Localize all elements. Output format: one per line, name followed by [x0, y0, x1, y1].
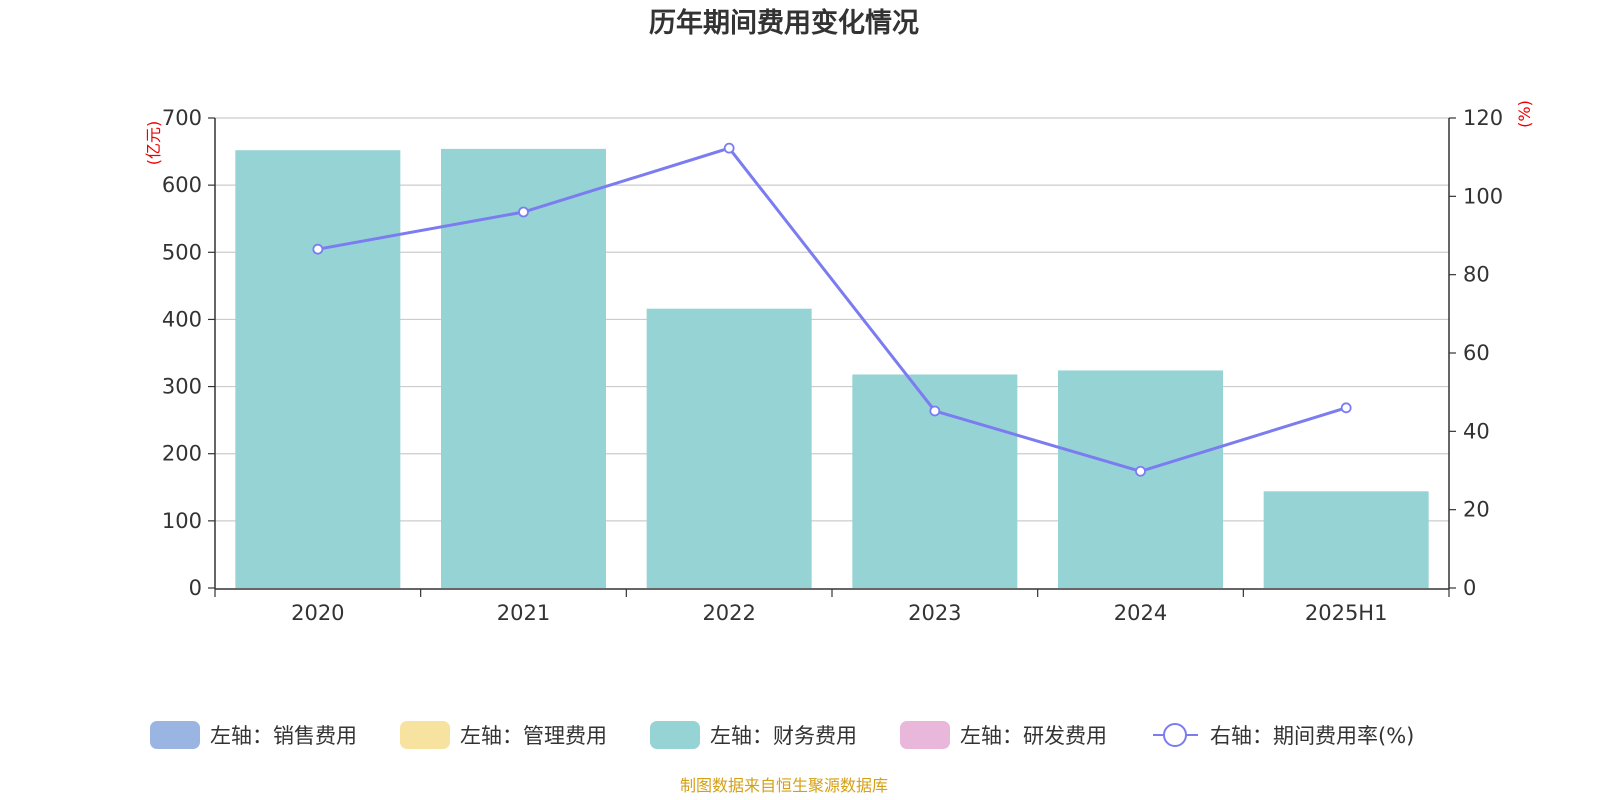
source-note: 制图数据来自恒生聚源数据库 — [680, 776, 888, 795]
legend-label[interactable]: 左轴：财务费用 — [710, 724, 857, 748]
right-axis-unit: (%) — [1515, 100, 1534, 128]
legend-swatch[interactable] — [150, 721, 200, 749]
right-axis-tick-label: 100 — [1463, 184, 1503, 208]
legend-marker-icon[interactable] — [1163, 723, 1187, 747]
chart-title: 历年期间费用变化情况 — [649, 7, 919, 39]
legend-swatch[interactable] — [900, 721, 950, 749]
rate-line — [317, 146, 1347, 473]
x-axis-tick-label: 2020 — [291, 601, 344, 625]
legend-swatch[interactable] — [400, 721, 450, 749]
bar-series — [235, 148, 1429, 588]
rate-point-2025H1 — [1340, 402, 1352, 414]
rate-point-2021 — [518, 206, 529, 218]
left-axis-unit: (亿元) — [144, 121, 163, 166]
rate-point-2023 — [929, 405, 941, 417]
rate-point-2020 — [312, 243, 324, 255]
legend-label[interactable]: 左轴：管理费用 — [460, 724, 607, 748]
left-axis-tick-label: 200 — [162, 442, 202, 466]
right-axis-tick-label: 20 — [1463, 498, 1490, 522]
left-axis-tick-label: 600 — [162, 173, 202, 197]
line-series — [312, 142, 1352, 477]
left-axis-tick-label: 100 — [162, 509, 202, 533]
axes: 0 100 200 300 400 500 600 700 0 20 40 60 80 100 120 202… — [144, 100, 1534, 625]
x-axis-tick-label: 2024 — [1114, 601, 1167, 625]
bar-2024 — [1058, 370, 1223, 588]
left-axis-tick-label: 300 — [162, 375, 202, 399]
legend-swatch[interactable] — [650, 721, 700, 749]
left-axis-tick-label: 0 — [189, 576, 202, 600]
x-axis-tick-label: 2023 — [908, 601, 961, 625]
x-axis-tick-label: 2022 — [702, 601, 755, 625]
grid-lines — [215, 117, 1449, 522]
legend-label[interactable]: 右轴：期间费用率(%) — [1210, 724, 1414, 748]
legend: 左轴：销售费用 左轴：管理费用 左轴：财务费用 左轴：研发费用 右轴：期间费用率(%) — [150, 721, 1414, 749]
rate-point-2024 — [1135, 465, 1146, 477]
right-axis-tick-label: 60 — [1463, 341, 1490, 365]
right-axis-tick-label: 80 — [1463, 263, 1490, 287]
x-axis-tick-label: 2025H1 — [1305, 601, 1388, 625]
left-axis-tick-label: 700 — [162, 106, 202, 130]
right-axis-tick-label: 0 — [1463, 576, 1476, 600]
legend-label[interactable]: 左轴：销售费用 — [210, 724, 357, 748]
left-axis-tick-label: 400 — [162, 307, 202, 331]
bar-2022 — [646, 308, 812, 588]
right-axis-tick-label: 120 — [1463, 106, 1503, 130]
bar-2020 — [235, 150, 401, 588]
x-axis-tick-label: 2021 — [497, 601, 550, 625]
left-axis-tick-label: 500 — [162, 240, 202, 264]
right-axis-tick-label: 40 — [1463, 419, 1490, 443]
legend-label[interactable]: 左轴：研发费用 — [960, 724, 1107, 748]
bar-2025H1 — [1263, 491, 1429, 588]
rate-point-2022 — [723, 142, 735, 154]
